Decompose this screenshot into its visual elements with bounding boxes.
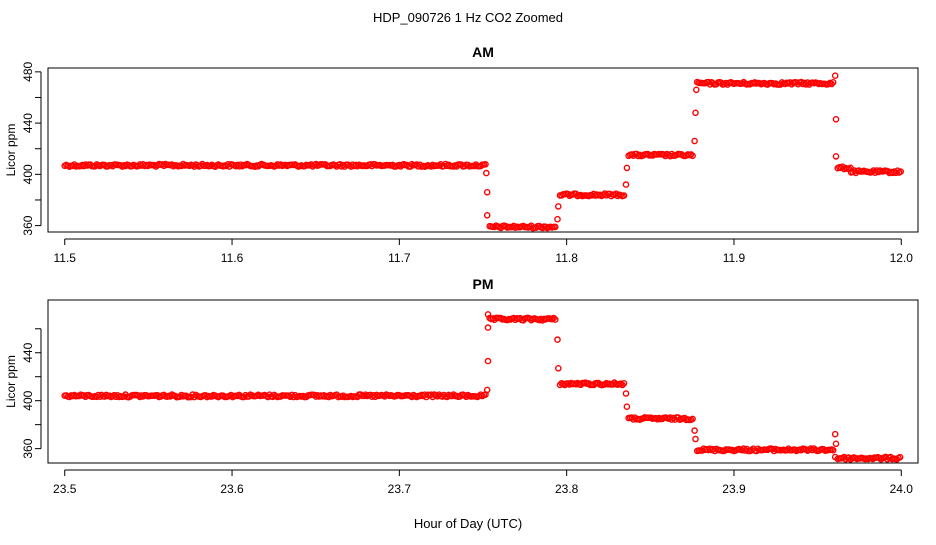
transition-point — [693, 86, 700, 94]
data-point — [620, 192, 628, 199]
transition-point — [622, 390, 630, 397]
data-point — [829, 79, 837, 86]
data-point — [828, 80, 835, 88]
figure-title: HDP_090726 1 Hz CO2 Zoomed — [373, 10, 563, 25]
data-point — [689, 415, 696, 423]
data-point — [897, 168, 905, 175]
x-tick-label: 11.6 — [221, 251, 244, 265]
transition-point — [692, 109, 699, 117]
transition-point — [554, 215, 561, 223]
panel-am: AM Licor ppm 11.5 11.6 11.7 11.8 11.9 12.0 360 40… — [4, 44, 919, 265]
x-tick-label: 11.8 — [555, 251, 578, 265]
data-point — [619, 381, 626, 389]
x-tick-label: 11.7 — [388, 251, 411, 265]
x-tick-label: 23.7 — [388, 482, 412, 496]
data-point — [829, 446, 837, 454]
y-tick-label: 360 — [21, 438, 35, 458]
plot-frame — [47, 299, 919, 464]
transition-point — [483, 386, 491, 394]
panel-title: PM — [473, 276, 494, 292]
transition-point — [555, 364, 562, 372]
transition-point — [623, 164, 631, 172]
transition-point — [832, 116, 840, 123]
transition-point — [554, 336, 561, 343]
data-point — [550, 314, 558, 322]
transition-point — [691, 427, 698, 434]
transition-point — [484, 324, 492, 331]
x-axis: 23.5 23.6 23.7 23.8 23.9 24.0 — [53, 469, 914, 496]
transition-point — [692, 435, 699, 443]
transition-point — [832, 153, 840, 160]
y-tick-label: 440 — [21, 113, 35, 133]
x-tick-label: 23.5 — [53, 482, 77, 496]
x-tick-label: 23.8 — [555, 482, 579, 496]
data-point — [687, 151, 695, 158]
x-axis: 11.5 11.6 11.7 11.8 11.9 12.0 — [53, 238, 914, 265]
data-point — [689, 152, 696, 160]
panel-pm: PM Licor ppm 23.5 23.6 23.7 23.8 23.9 24.0 360 40… — [4, 276, 919, 496]
y-axis-label: Licor ppm — [4, 124, 18, 177]
x-tick-label: 24.0 — [890, 482, 914, 496]
panel-title: AM — [472, 44, 494, 60]
data-point — [482, 160, 489, 168]
x-tick-label: 23.6 — [220, 482, 244, 496]
y-tick-label: 400 — [21, 390, 35, 410]
x-tick-label: 23.9 — [722, 482, 746, 496]
x-tick-label: 11.9 — [723, 251, 746, 265]
transition-point — [482, 169, 490, 177]
transition-point — [831, 430, 839, 438]
plot-frame — [47, 67, 919, 233]
transition-point — [484, 311, 492, 318]
transition-point — [555, 203, 562, 210]
y-axis: 360 400 440 — [21, 328, 42, 459]
y-tick-label: 360 — [21, 215, 35, 235]
data-points — [61, 72, 905, 232]
y-axis: 360 400 440 480 — [21, 62, 42, 236]
transition-point — [622, 181, 630, 188]
y-tick-label: 400 — [21, 164, 35, 184]
data-point — [552, 316, 559, 323]
transition-point — [483, 211, 491, 219]
transition-point — [691, 137, 698, 145]
figure-x-axis-label: Hour of Day (UTC) — [414, 516, 522, 531]
transition-point — [623, 403, 631, 411]
data-point — [552, 223, 559, 231]
x-tick-label: 12.0 — [890, 251, 914, 265]
transition-point — [831, 453, 839, 461]
data-point — [896, 453, 904, 461]
y-tick-label: 480 — [21, 62, 35, 82]
y-axis-label: Licor ppm — [4, 355, 18, 408]
transition-point — [831, 72, 839, 79]
transition-point — [484, 357, 492, 365]
y-tick-label: 440 — [21, 342, 35, 362]
data-point — [620, 379, 628, 387]
transition-point — [483, 188, 491, 196]
transition-point — [832, 440, 840, 448]
x-tick-label: 11.5 — [53, 251, 76, 265]
data-points — [61, 311, 904, 463]
